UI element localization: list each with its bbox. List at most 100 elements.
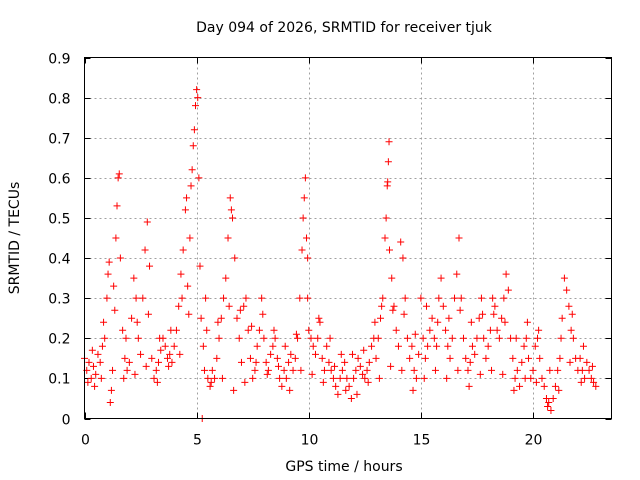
data-point [475, 314, 483, 322]
data-point [394, 342, 402, 350]
data-point [176, 350, 184, 358]
data-point [337, 350, 345, 358]
data-point [184, 282, 192, 290]
data-point [390, 302, 398, 310]
data-point [581, 374, 589, 382]
data-point [540, 382, 548, 390]
data-point [188, 166, 196, 174]
data-point [304, 294, 312, 302]
data-point [262, 358, 270, 366]
data-point [177, 270, 185, 278]
data-point [203, 326, 211, 334]
data-point [244, 326, 252, 334]
y-tick-label: 0.4 [48, 252, 70, 268]
data-point [131, 370, 139, 378]
data-point [197, 314, 205, 322]
data-point [237, 358, 245, 366]
data-point [504, 286, 512, 294]
data-point [113, 202, 121, 210]
data-point [476, 370, 484, 378]
data-point [545, 398, 553, 406]
data-point [175, 302, 183, 310]
data-point [555, 386, 563, 394]
data-point [493, 326, 501, 334]
data-point [186, 234, 194, 242]
data-point [551, 382, 559, 390]
data-point [153, 378, 161, 386]
data-point [301, 174, 309, 182]
data-point [116, 254, 124, 262]
data-point [189, 142, 197, 150]
data-point [350, 374, 358, 382]
data-point [98, 342, 106, 350]
data-point [533, 334, 541, 342]
data-point [241, 378, 249, 386]
data-point [516, 382, 524, 390]
data-point [115, 170, 123, 178]
data-point [89, 362, 97, 370]
data-point [194, 94, 202, 102]
data-point [486, 326, 494, 334]
data-point [434, 318, 442, 326]
data-point [107, 386, 115, 394]
data-point [435, 294, 443, 302]
data-point [179, 246, 187, 254]
data-point [348, 350, 356, 358]
data-point [419, 334, 427, 342]
data-point [314, 334, 322, 342]
data-point [213, 354, 221, 362]
data-point [518, 358, 526, 366]
data-point [479, 310, 487, 318]
data-point [192, 102, 200, 110]
data-point [462, 354, 470, 362]
y-tick-label: 0.6 [48, 172, 70, 188]
data-point [500, 294, 508, 302]
data-point [133, 318, 141, 326]
data-point [120, 374, 128, 382]
data-point [309, 342, 317, 350]
data-point [442, 326, 450, 334]
data-point [578, 366, 586, 374]
data-point [577, 378, 585, 386]
data-point [502, 270, 510, 278]
data-point [477, 294, 485, 302]
data-point [187, 182, 195, 190]
data-point [137, 350, 145, 358]
data-point [291, 354, 299, 362]
data-point [300, 194, 308, 202]
y-tick-label: 0.5 [48, 212, 70, 228]
data-point [384, 178, 392, 186]
data-point [307, 334, 315, 342]
x-tick-label: 15 [413, 433, 431, 449]
data-point [437, 274, 445, 282]
data-point [214, 318, 222, 326]
data-point [208, 366, 216, 374]
data-point [520, 342, 528, 350]
data-point [356, 362, 364, 370]
data-point [563, 286, 571, 294]
y-tick-label: 0.8 [48, 92, 70, 108]
data-point [150, 374, 158, 382]
data-point [567, 326, 575, 334]
data-point [278, 382, 286, 390]
data-point [332, 382, 340, 390]
data-point [536, 354, 544, 362]
data-point [439, 302, 447, 310]
data-point [430, 334, 438, 342]
data-point [352, 366, 360, 374]
data-point [512, 334, 520, 342]
data-point [443, 374, 451, 382]
data-point [152, 366, 160, 374]
data-point [114, 174, 122, 182]
data-point [392, 326, 400, 334]
data-point [433, 342, 441, 350]
data-point [371, 318, 379, 326]
data-point [270, 326, 278, 334]
data-point [185, 310, 193, 318]
data-point [125, 358, 133, 366]
data-point [267, 350, 275, 358]
data-point [298, 246, 306, 254]
data-point [353, 390, 361, 398]
data-point [204, 374, 212, 382]
